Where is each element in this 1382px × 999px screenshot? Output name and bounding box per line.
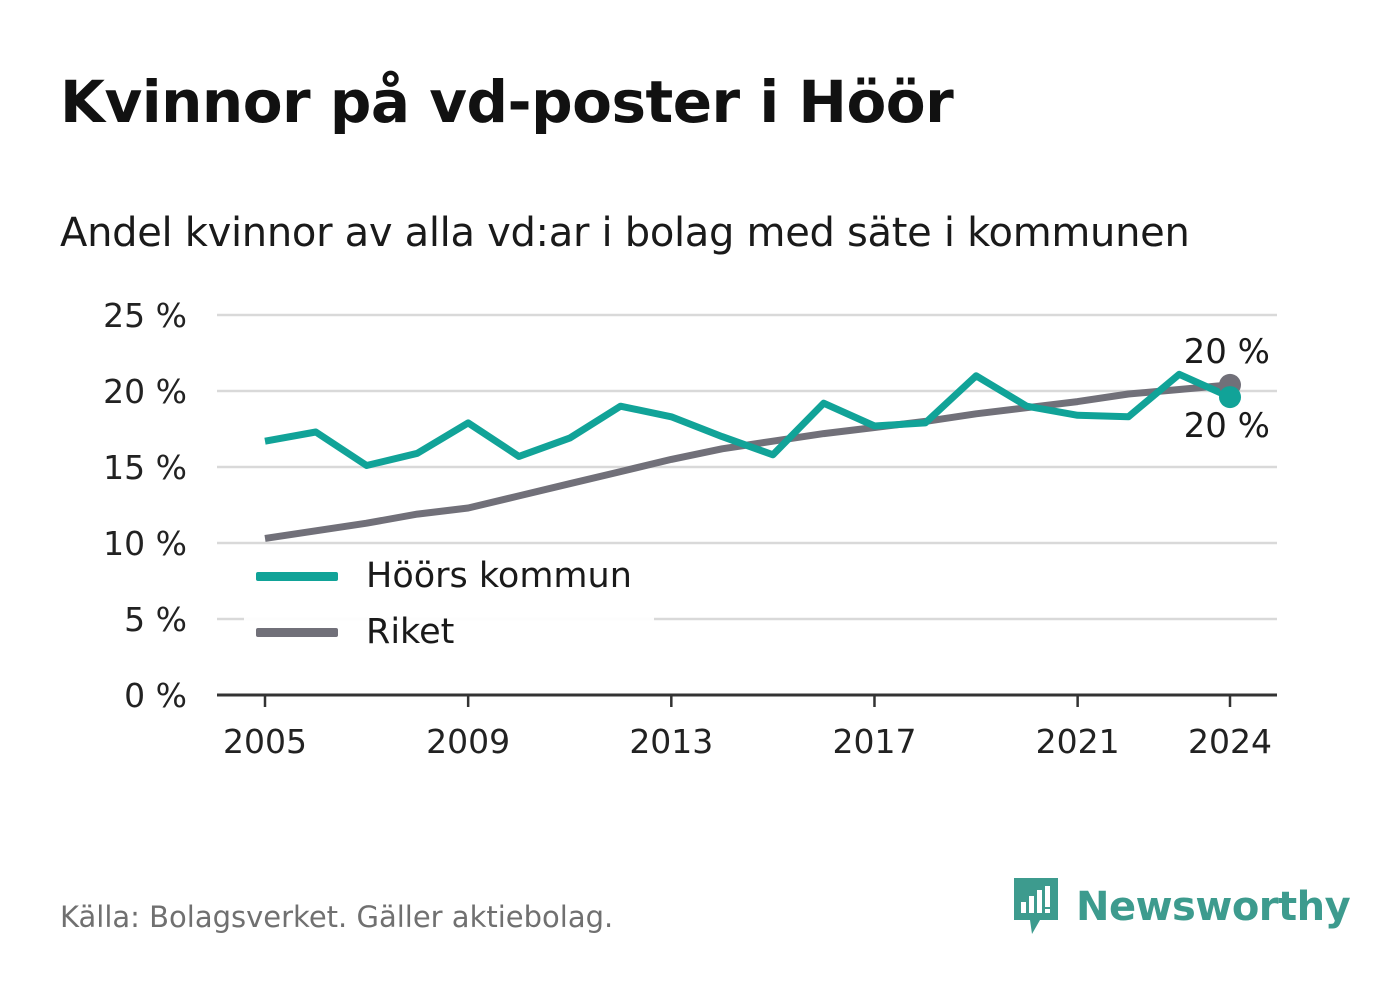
legend-swatch-hoor bbox=[256, 571, 338, 581]
end-label-riket: 20 % bbox=[1184, 332, 1270, 372]
x-tick-label: 2021 bbox=[1036, 722, 1120, 761]
series-line-hoor bbox=[264, 370, 1232, 469]
chart-title: Kvinnor på vd-poster i Höör bbox=[60, 68, 954, 136]
brand-name: Newsworthy bbox=[1076, 884, 1351, 930]
chart-subtitle: Andel kvinnor av alla vd:ar i bolag med … bbox=[60, 210, 1190, 256]
end-label-hoor: 20 % bbox=[1184, 406, 1270, 446]
x-tick-label: 2024 bbox=[1188, 722, 1272, 761]
series-line-riket bbox=[264, 381, 1231, 542]
brand-logo: Newsworthy bbox=[1010, 876, 1351, 938]
legend-swatch-riket bbox=[256, 627, 338, 637]
x-tick-label: 2005 bbox=[223, 722, 307, 761]
legend-item-riket: Riket bbox=[256, 607, 454, 657]
y-tick-label: 0 % bbox=[124, 676, 187, 715]
newsworthy-logo-icon bbox=[1014, 878, 1058, 934]
y-tick-label: 20 % bbox=[103, 372, 187, 411]
y-tick-label: 5 % bbox=[124, 600, 187, 639]
y-tick-label: 15 % bbox=[103, 448, 187, 487]
x-tick-label: 2013 bbox=[629, 722, 713, 761]
source-note: Källa: Bolagsverket. Gäller aktiebolag. bbox=[60, 900, 614, 934]
x-tick-label: 2017 bbox=[832, 722, 916, 761]
y-tick-label: 10 % bbox=[103, 524, 187, 563]
legend-label-riket: Riket bbox=[366, 612, 455, 652]
chart-legend: Höörs kommun Riket bbox=[244, 545, 654, 665]
y-tick-label: 25 % bbox=[103, 296, 187, 335]
legend-label-hoor: Höörs kommun bbox=[366, 556, 632, 596]
legend-item-hoor: Höörs kommun bbox=[256, 551, 632, 601]
end-point-hoor bbox=[1219, 386, 1241, 409]
x-tick-label: 2009 bbox=[426, 722, 510, 761]
